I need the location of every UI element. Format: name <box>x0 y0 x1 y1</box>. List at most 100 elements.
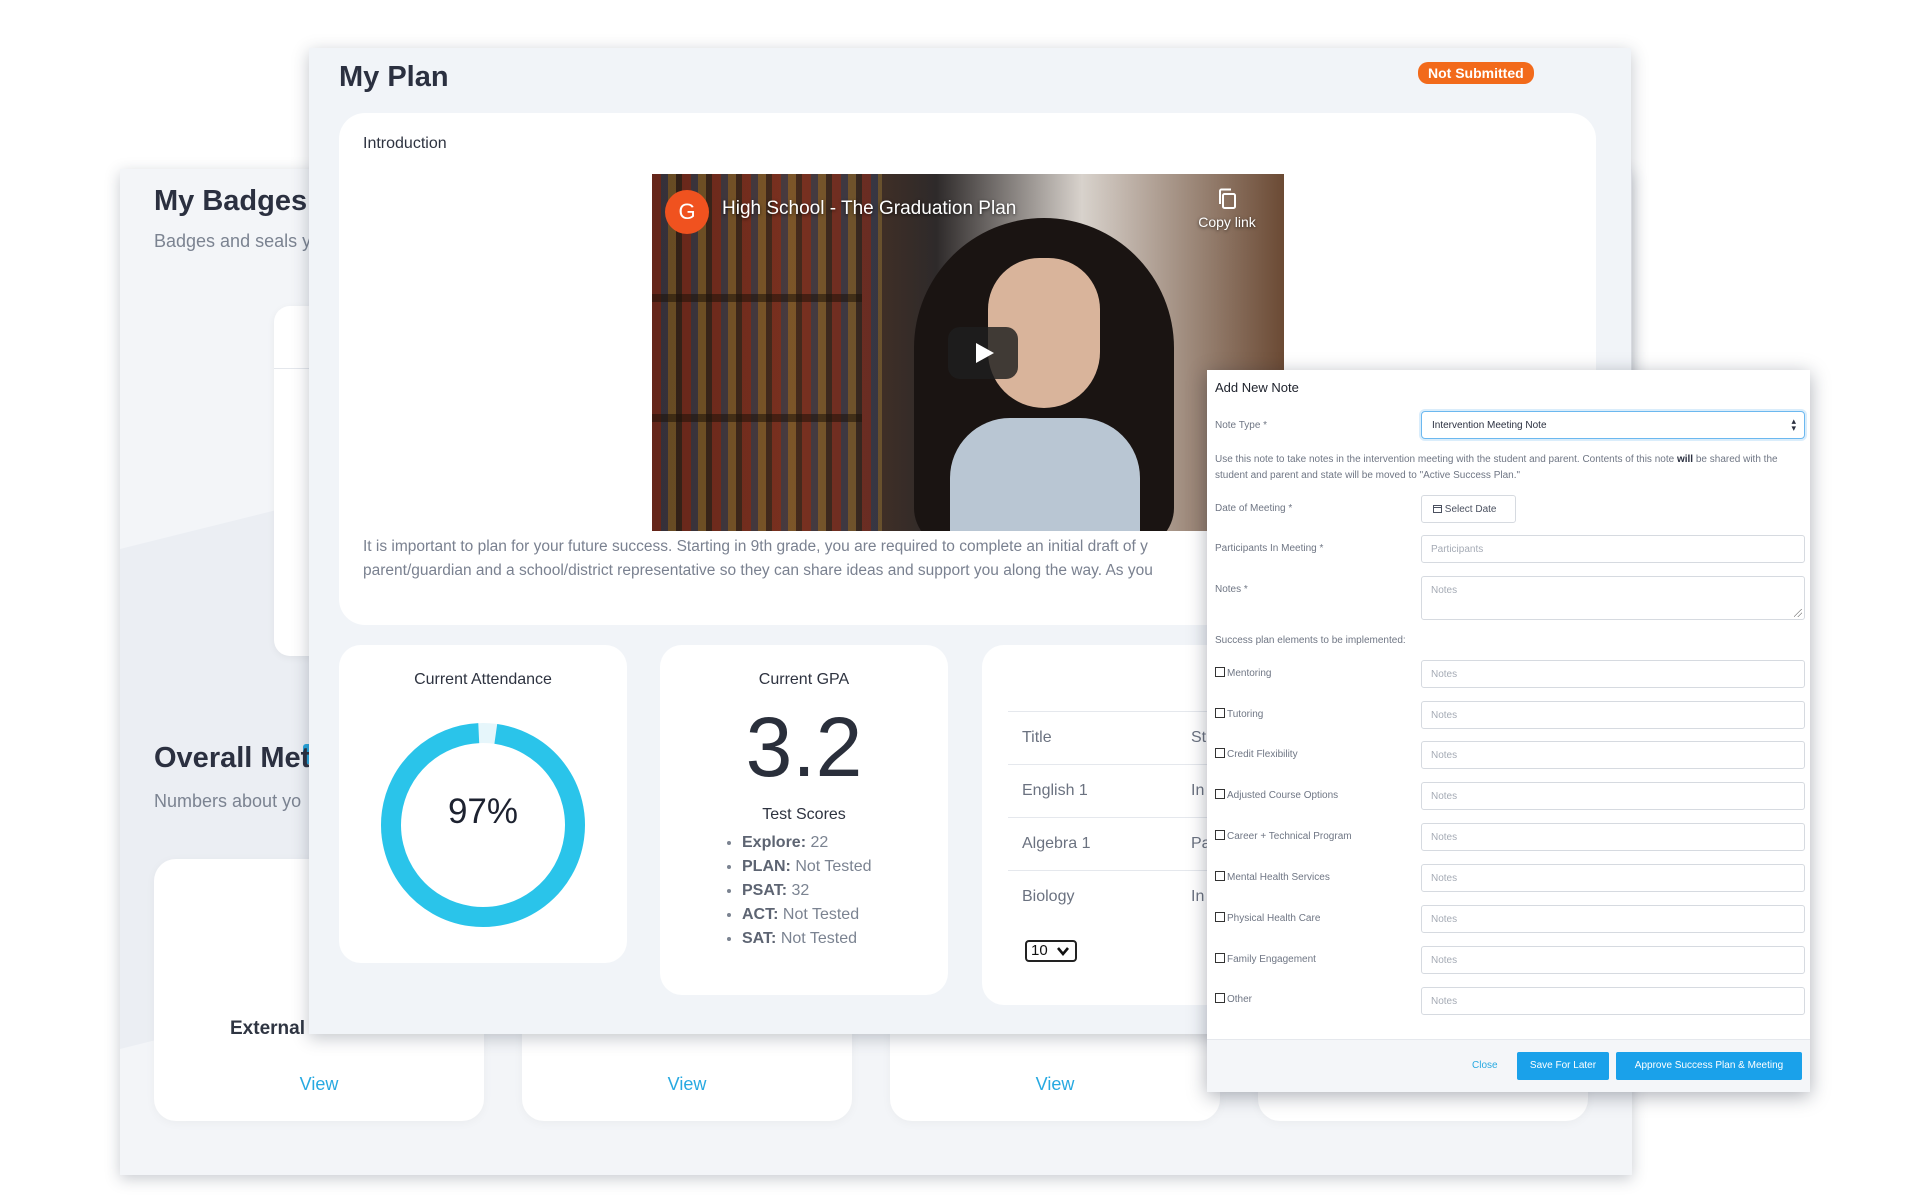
checkbox-other[interactable]: Other <box>1215 993 1252 1005</box>
note-type-value: Intervention Meeting Note <box>1432 420 1547 431</box>
courses-table: Title St English 1 In Algebra 1 Pa Biolo… <box>1008 711 1282 923</box>
page-size-value: 10 <box>1031 942 1048 959</box>
badges-title: My Badges <box>154 185 308 217</box>
column-header-title[interactable]: Title <box>1022 729 1052 746</box>
gpa-value: 3.2 <box>745 700 863 794</box>
video-player[interactable]: G High School - The Graduation Plan Copy… <box>652 174 1284 531</box>
course-status: In <box>1191 782 1205 799</box>
checkbox-adjusted-course-options[interactable]: Adjusted Course Options <box>1215 789 1338 801</box>
note-type-label: Note Type * <box>1215 420 1268 431</box>
attendance-value: 97% <box>447 792 519 831</box>
participants-input[interactable]: Participants <box>1421 535 1805 563</box>
checkbox-icon <box>1215 912 1225 922</box>
checkbox-mentoring[interactable]: Mentoring <box>1215 667 1271 679</box>
checkbox-label: Mentoring <box>1227 668 1272 679</box>
table-row: English 1 In <box>1008 764 1282 817</box>
metrics-title: Overall Met <box>154 742 311 774</box>
add-note-modal: Add New Note Note Type * Intervention Me… <box>1207 370 1810 1092</box>
score-value: Not Tested <box>780 930 858 947</box>
checkbox-credit-flexibility[interactable]: Credit Flexibility <box>1215 748 1298 760</box>
table-header: Title St <box>1008 711 1282 764</box>
close-button[interactable]: Close <box>1472 1060 1498 1071</box>
note-type-select[interactable]: Intervention Meeting Note ▴ ▾ <box>1421 411 1805 439</box>
approve-success-plan-button[interactable]: Approve Success Plan & Meeting <box>1616 1052 1802 1080</box>
score-value: 32 <box>791 882 810 899</box>
checkbox-label: Credit Flexibility <box>1227 749 1298 760</box>
help-text: Use this note to take notes in the inter… <box>1215 454 1677 465</box>
date-label: Date of Meeting * <box>1215 503 1293 514</box>
checkbox-physical-health-care[interactable]: Physical Health Care <box>1215 912 1320 924</box>
table-row: Biology In <box>1008 870 1282 923</box>
checkbox-icon <box>1215 708 1225 718</box>
channel-avatar[interactable]: G <box>665 190 709 234</box>
tutoring-notes-input[interactable]: Notes <box>1421 701 1805 729</box>
score-item: PLAN: Not Tested <box>742 855 872 879</box>
introduction-label: Introduction <box>363 135 447 152</box>
introduction-text: It is important to plan for your future … <box>363 535 1223 583</box>
checkbox-label: Mental Health Services <box>1227 872 1330 883</box>
adjusted-course-notes-input[interactable]: Notes <box>1421 782 1805 810</box>
card-divider <box>274 368 334 369</box>
resize-handle-icon[interactable] <box>1794 609 1802 617</box>
checkbox-icon <box>1215 953 1225 963</box>
progress-indicator <box>303 744 313 764</box>
notes-textarea[interactable]: Notes <box>1421 576 1805 620</box>
score-item: PSAT: 32 <box>742 879 872 903</box>
checkbox-tutoring[interactable]: Tutoring <box>1215 708 1263 720</box>
video-title[interactable]: High School - The Graduation Plan <box>722 198 1017 219</box>
view-link[interactable]: View <box>1035 1074 1075 1094</box>
participants-label: Participants In Meeting * <box>1215 543 1324 554</box>
score-name: Explore: <box>742 834 807 851</box>
gpa-label: Current GPA <box>758 671 850 688</box>
donut-arc <box>381 723 585 927</box>
copy-link-label: Copy link <box>1198 214 1256 230</box>
video-shelf <box>652 414 862 422</box>
notes-placeholder: Notes <box>1431 585 1458 596</box>
notes-label: Notes * <box>1215 584 1248 595</box>
calendar-icon <box>1433 505 1442 513</box>
checkbox-label: Family Engagement <box>1227 954 1316 965</box>
view-link[interactable]: View <box>667 1074 707 1094</box>
checkbox-label: Tutoring <box>1227 709 1264 720</box>
career-technical-notes-input[interactable]: Notes <box>1421 823 1805 851</box>
score-value: Not Tested <box>782 906 860 923</box>
checkbox-family-engagement[interactable]: Family Engagement <box>1215 953 1316 965</box>
score-item: Explore: 22 <box>742 831 872 855</box>
badges-subtitle: Badges and seals y <box>154 231 312 251</box>
save-for-later-button[interactable]: Save For Later <box>1517 1052 1609 1080</box>
course-status: Pa <box>1191 835 1211 852</box>
checkbox-icon <box>1215 667 1225 677</box>
mental-health-notes-input[interactable]: Notes <box>1421 864 1805 892</box>
video-shelf <box>652 294 862 302</box>
video-shirt <box>950 418 1140 531</box>
play-icon[interactable] <box>948 327 1018 379</box>
other-notes-input[interactable]: Notes <box>1421 987 1805 1015</box>
score-value: Not Tested <box>795 858 872 875</box>
select-date-label: Select Date <box>1444 504 1497 515</box>
page-size-select[interactable]: 10 <box>1025 940 1077 962</box>
family-engagement-notes-input[interactable]: Notes <box>1421 946 1805 974</box>
column-header-status[interactable]: St <box>1191 729 1207 746</box>
select-caret-icon: ▴ ▾ <box>1791 416 1796 433</box>
intro-line: parent/guardian and a school/district re… <box>363 562 1153 579</box>
attendance-donut <box>381 723 585 927</box>
checkbox-label: Physical Health Care <box>1227 913 1321 924</box>
page-title: My Plan <box>339 61 449 93</box>
credit-flexibility-notes-input[interactable]: Notes <box>1421 741 1805 769</box>
view-link[interactable]: View <box>299 1074 339 1094</box>
video-thumbnail-person <box>914 218 1174 531</box>
checkbox-career-technical-program[interactable]: Career + Technical Program <box>1215 830 1352 842</box>
checkbox-icon <box>1215 748 1225 758</box>
attendance-card: Current Attendance 97% <box>339 645 627 963</box>
mentoring-notes-input[interactable]: Notes <box>1421 660 1805 688</box>
score-name: SAT: <box>742 930 777 947</box>
course-title: Biology <box>1022 888 1075 905</box>
checkbox-label: Adjusted Course Options <box>1227 790 1339 801</box>
select-date-button[interactable]: Select Date <box>1421 495 1516 523</box>
help-emphasis: will <box>1676 454 1694 465</box>
checkbox-mental-health-services[interactable]: Mental Health Services <box>1215 871 1330 883</box>
metrics-subtitle: Numbers about yo <box>154 791 302 811</box>
physical-health-notes-input[interactable]: Notes <box>1421 905 1805 933</box>
course-title: English 1 <box>1022 782 1088 799</box>
copy-link-button[interactable]: Copy link <box>1192 188 1262 230</box>
